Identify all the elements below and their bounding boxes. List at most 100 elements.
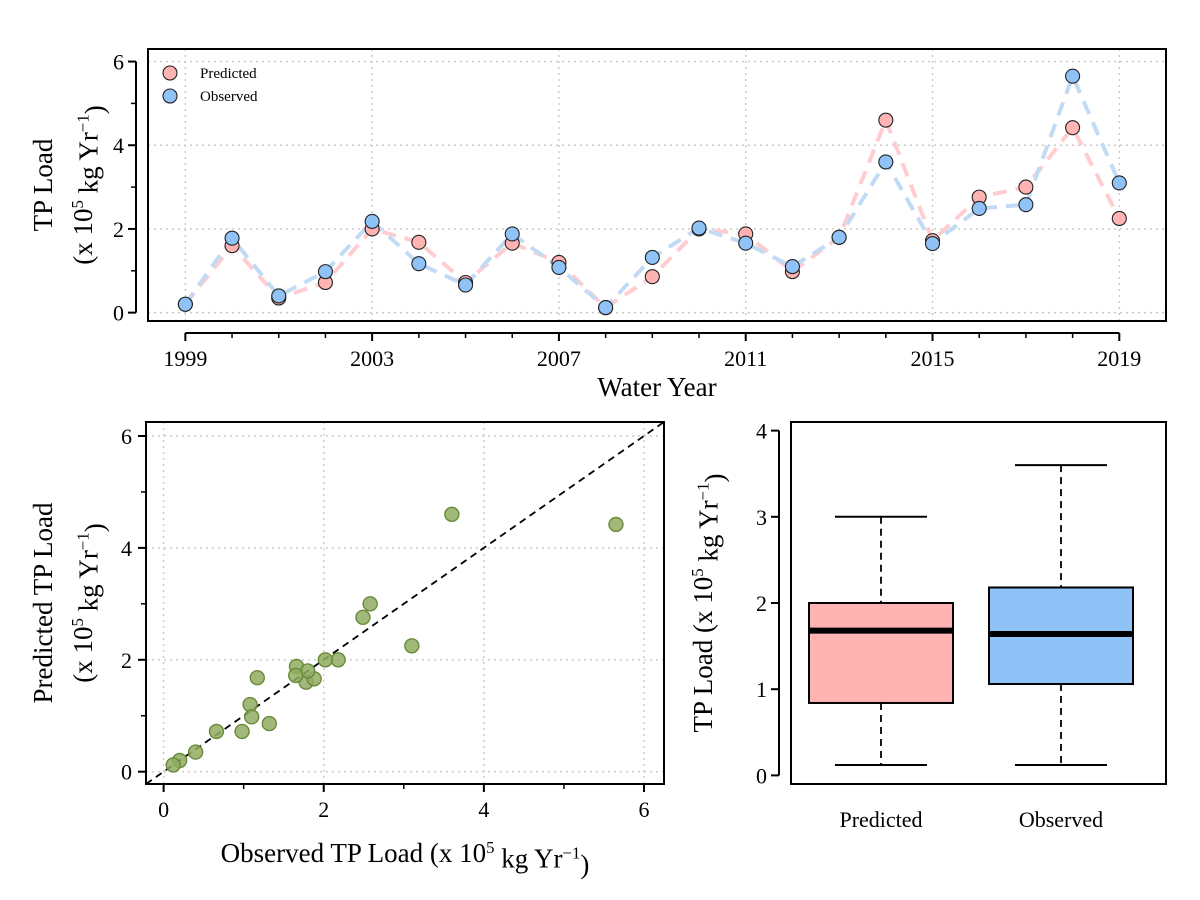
y-tick-label: 4 xyxy=(756,419,767,444)
y-tick-label: 6 xyxy=(121,424,132,449)
x-axis-title-part: kg Yr xyxy=(495,844,563,874)
x-axis-title: Water Year xyxy=(597,372,716,402)
legend-marker-observed xyxy=(162,88,178,104)
y-axis-title-line2-part: (x 10 xyxy=(68,208,98,264)
y-axis-title: TP Load (x 105 kg Yr−1) xyxy=(688,474,729,733)
scatter-point xyxy=(208,723,225,740)
y-tick-label: 0 xyxy=(121,760,132,785)
point-observed xyxy=(317,264,333,280)
y-tick-label: 1 xyxy=(756,677,767,702)
point-observed xyxy=(551,259,567,275)
legend-label-predicted: Predicted xyxy=(200,66,257,82)
y-axis-title-part: ) xyxy=(699,474,729,483)
point-predicted xyxy=(411,234,427,250)
x-axis-title-part: −1 xyxy=(563,843,581,862)
scatter-point xyxy=(249,669,265,686)
y-tick-label: 2 xyxy=(113,217,124,242)
y-axis-title-line2-part: ) xyxy=(79,105,109,114)
y-axis-title-part: kg Yr xyxy=(694,500,724,568)
x-tick-label: 0 xyxy=(158,797,169,822)
boxplot-panel: Predicted Observed 0 1 2 3 4 TP Load (x 105 kg … xyxy=(688,419,1167,832)
scatter-point xyxy=(165,757,181,773)
scatter-point xyxy=(355,609,371,625)
point-predicted xyxy=(1065,120,1081,136)
plot-frame xyxy=(145,421,665,785)
point-observed xyxy=(971,200,987,216)
x-tick-label: 2015 xyxy=(911,346,955,371)
scatter-point xyxy=(243,709,260,725)
scatter-point xyxy=(261,715,277,732)
y-tick-label: 0 xyxy=(113,301,124,326)
plot-frame xyxy=(790,421,1167,785)
y-axis-title-line2-part: −1 xyxy=(73,532,92,550)
point-observed xyxy=(784,259,800,275)
scatter-point xyxy=(234,723,250,740)
legend-marker-predicted xyxy=(162,65,178,81)
scatter-point xyxy=(404,638,420,654)
y-axis-title-line2-part: 5 xyxy=(68,618,87,626)
point-observed xyxy=(831,229,847,245)
point-observed xyxy=(644,249,660,265)
y-axis-title-line2-part: ) xyxy=(79,523,109,532)
x-tick-label: 2011 xyxy=(724,346,767,371)
point-predicted xyxy=(1111,210,1127,227)
point-observed xyxy=(738,235,754,251)
scatter-point xyxy=(608,516,624,533)
y-tick-label: 3 xyxy=(756,505,767,530)
point-observed xyxy=(271,288,287,304)
scatter-point xyxy=(362,596,378,612)
y-axis-title-line2: (x 105 kg Yr−1) xyxy=(68,523,109,682)
point-observed xyxy=(224,230,240,246)
category-label-predicted: Predicted xyxy=(839,807,922,832)
point-observed xyxy=(411,256,427,272)
category-label-observed: Observed xyxy=(1019,807,1103,832)
point-observed xyxy=(177,296,193,312)
y-tick-label: 2 xyxy=(756,591,767,616)
x-axis-title-part: Observed TP Load (x 10 xyxy=(221,838,486,868)
y-axis-title-line2-part: kg Yr xyxy=(74,132,104,200)
box-predicted xyxy=(808,602,954,704)
x-tick-label: 1999 xyxy=(163,346,207,371)
x-tick-label: 4 xyxy=(478,797,489,822)
y-axis-title-part: 5 xyxy=(688,568,707,576)
point-predicted xyxy=(644,269,660,285)
y-axis-title-line1: Predicted TP Load xyxy=(28,502,58,703)
point-observed xyxy=(924,236,941,252)
plot-frame xyxy=(147,48,1167,322)
scatter-point xyxy=(187,744,204,760)
y-axis-title-part: −1 xyxy=(693,483,712,501)
y-axis-title-line2-part: 5 xyxy=(68,200,87,208)
y-axis-title-line1: TP Load xyxy=(28,138,58,231)
point-predicted xyxy=(1018,179,1034,195)
x-axis-title: Observed TP Load (x 105 kg Yr−1) xyxy=(221,838,590,879)
scatter-point xyxy=(330,652,346,668)
x-axis-title-part: 5 xyxy=(486,838,494,857)
point-observed xyxy=(457,277,474,293)
timeseries-panel: 0 2 4 6 1999 2003 2007 2011 2015 2019 Water Year TP… xyxy=(28,48,1167,402)
point-observed xyxy=(364,213,380,229)
legend-label-observed: Observed xyxy=(200,89,258,105)
point-observed xyxy=(598,300,614,316)
point-observed xyxy=(1018,197,1034,213)
point-observed xyxy=(1111,175,1127,191)
y-tick-label: 4 xyxy=(113,133,124,158)
x-tick-label: 2003 xyxy=(350,346,394,371)
point-predicted xyxy=(878,112,894,128)
x-tick-label: 6 xyxy=(638,797,649,822)
y-axis-title-line2-part: kg Yr xyxy=(74,550,104,618)
scatter-point xyxy=(288,667,304,684)
y-axis-title-line2-part: −1 xyxy=(73,114,92,132)
y-tick-label: 0 xyxy=(756,763,767,788)
y-axis-title-line2-part: (x 10 xyxy=(68,626,98,682)
point-observed xyxy=(878,154,894,170)
y-axis-title-part: TP Load (x 10 xyxy=(688,577,718,733)
y-tick-label: 6 xyxy=(113,50,124,75)
point-observed xyxy=(1065,68,1081,84)
y-axis-title-line2: (x 105 kg Yr−1) xyxy=(68,105,109,264)
point-observed xyxy=(504,226,520,242)
scatter-point xyxy=(444,506,460,523)
point-observed xyxy=(691,220,707,236)
x-tick-label: 2019 xyxy=(1097,346,1141,371)
